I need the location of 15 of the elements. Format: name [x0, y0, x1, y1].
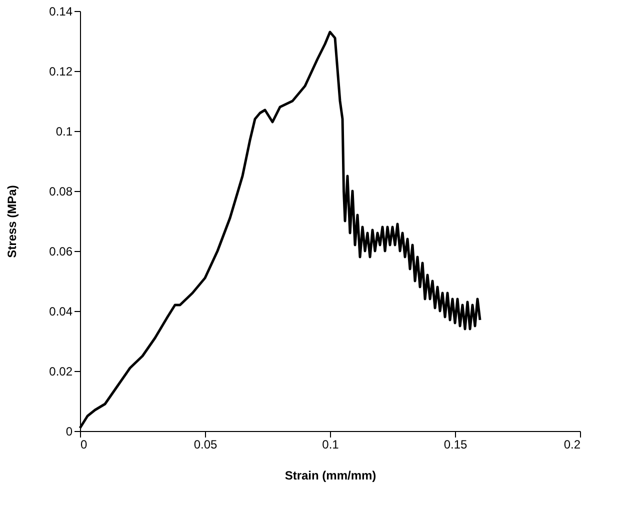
y-tick-label: 0.14 — [49, 4, 73, 18]
y-tick-label: 0 — [66, 424, 73, 438]
y-tick-label: 0.1 — [56, 124, 73, 138]
x-tick-label: 0.2 — [564, 438, 581, 452]
x-axis-title: Strain (mm/mm) — [284, 468, 376, 482]
y-tick-label: 0.08 — [49, 184, 73, 198]
x-tick-label: 0.1 — [322, 438, 340, 452]
y-tick-label: 0.02 — [49, 364, 73, 378]
x-tick-label: 0 — [80, 438, 88, 452]
y-tick-label: 0.12 — [49, 64, 73, 78]
x-tick-label: 0.05 — [194, 438, 218, 452]
y-tick-label: 0.06 — [49, 244, 73, 258]
y-axis-title: Stress (MPa) — [5, 185, 20, 258]
x-tick-label: 0.15 — [444, 438, 468, 452]
y-tick-label: 0.04 — [49, 304, 73, 318]
